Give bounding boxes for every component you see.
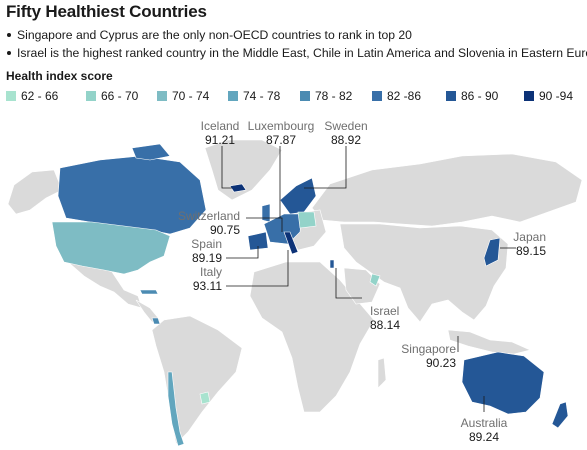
legend-item: 66 - 70 (86, 90, 138, 102)
callout-name: Australia (460, 416, 508, 430)
iceland-leader (221, 146, 232, 189)
legend-label: 66 - 70 (101, 89, 139, 103)
legend-label: 90 -94 (539, 89, 574, 103)
legend-swatch (228, 91, 238, 101)
costa-rica-shape (151, 317, 161, 325)
callout-spain: Spain 89.19 (191, 237, 222, 265)
madagascar-shape (377, 357, 387, 389)
callout-name: Japan (513, 230, 546, 244)
callout-value: 88.92 (330, 133, 362, 147)
legend: 62 - 66 66 - 70 70 - 74 74 - 78 78 - 82 … (6, 90, 586, 104)
chart-title: Fifty Healthiest Countries (6, 2, 207, 21)
scandinavia-shape (279, 177, 317, 215)
callout-australia: Australia 89.24 (461, 416, 508, 444)
australia-shape (461, 351, 545, 415)
callout-name: Spain (191, 237, 222, 251)
callout-name: Israel (370, 304, 400, 318)
russia-shape (311, 153, 583, 227)
callout-value: 93.11 (192, 279, 222, 293)
callout-value: 87.87 (265, 133, 297, 147)
legend-label: 62 - 66 (21, 89, 59, 103)
callout-sweden: Sweden 88.92 (324, 119, 367, 147)
callout-name: Italy (199, 265, 222, 279)
iceland-shape (229, 183, 247, 193)
callout-value: 90.23 (425, 356, 456, 370)
spain-leader (226, 246, 259, 259)
south-america-shape (151, 315, 243, 445)
israel-shape (329, 259, 335, 269)
chile-shape (167, 371, 185, 447)
legend-item: 74 - 78 (228, 90, 280, 102)
legend-swatch (372, 91, 382, 101)
bullet-point: Israel is the highest ranked country in … (6, 44, 587, 62)
legend-item: 86 - 90 (446, 90, 498, 102)
callout-iceland: Iceland 91.21 (201, 119, 240, 147)
legend-label: 74 - 78 (243, 89, 281, 103)
legend-title: Health index score (6, 69, 113, 83)
bullet-list: Singapore and Cyprus are the only non-OE… (6, 26, 587, 62)
callout-name: Sweden (324, 119, 368, 133)
legend-swatch (86, 91, 96, 101)
legend-swatch (157, 91, 167, 101)
japan-shape (483, 237, 501, 267)
italy-leader (226, 250, 289, 287)
sweden-leader (304, 146, 347, 189)
legend-swatch (300, 91, 310, 101)
africa-shape (249, 261, 375, 413)
callout-name: Switzerland (177, 209, 240, 223)
legend-item: 70 - 74 (157, 90, 209, 102)
callout-value: 89.15 (515, 244, 546, 258)
legend-item: 78 - 82 (300, 90, 352, 102)
usa-shape (51, 221, 171, 275)
scored-countries (51, 143, 569, 447)
legend-swatch (446, 91, 456, 101)
bullet-point: Singapore and Cyprus are the only non-OE… (6, 26, 587, 44)
callout-switzerland: Switzerland 90.75 (178, 209, 240, 237)
legend-label: 82 -86 (387, 89, 422, 103)
greenland-shape (204, 139, 283, 201)
legend-label: 86 - 90 (461, 89, 499, 103)
legend-item: 90 -94 (524, 90, 573, 102)
legend-swatch (524, 91, 534, 101)
callout-value: 89.19 (191, 251, 222, 265)
switzerland-leader (246, 217, 283, 232)
callout-value: 88.14 (370, 318, 401, 332)
legend-label: 70 - 74 (172, 89, 210, 103)
canada-islands-shape (131, 143, 171, 161)
callout-israel: Israel 88.14 (370, 304, 400, 332)
callout-japan: Japan 89.15 (513, 230, 546, 258)
callout-italy: Italy 93.11 (193, 265, 222, 293)
uk-shape (261, 203, 271, 223)
legend-swatch (6, 91, 16, 101)
oman-shape (369, 273, 381, 287)
cuba-shape (139, 289, 159, 295)
central-europe-shape (297, 211, 317, 229)
leader-lines (221, 146, 516, 412)
callout-luxembourg: Luxembourg 87.87 (248, 119, 315, 147)
indonesia-shape (447, 329, 531, 355)
new-zealand-shape (551, 401, 569, 429)
uruguay-shape (199, 391, 211, 405)
callout-name: Singapore (401, 342, 456, 356)
callout-name: Iceland (200, 119, 240, 133)
legend-label: 78 - 82 (315, 89, 353, 103)
world-map (7, 139, 583, 447)
callout-name: Luxembourg (247, 119, 315, 133)
callout-value: 90.75 (209, 223, 240, 237)
italy-shape (283, 231, 299, 255)
callout-value: 91.21 (204, 133, 236, 147)
spain-shape (247, 231, 269, 251)
legend-item: 82 -86 (372, 90, 421, 102)
western-europe-shape (263, 213, 303, 245)
alaska-shape (7, 169, 63, 215)
callout-value: 89.24 (468, 430, 500, 444)
israel-leader (335, 268, 362, 299)
callout-singapore: Singapore 90.23 (401, 342, 456, 370)
legend-item: 62 - 66 (6, 90, 58, 102)
